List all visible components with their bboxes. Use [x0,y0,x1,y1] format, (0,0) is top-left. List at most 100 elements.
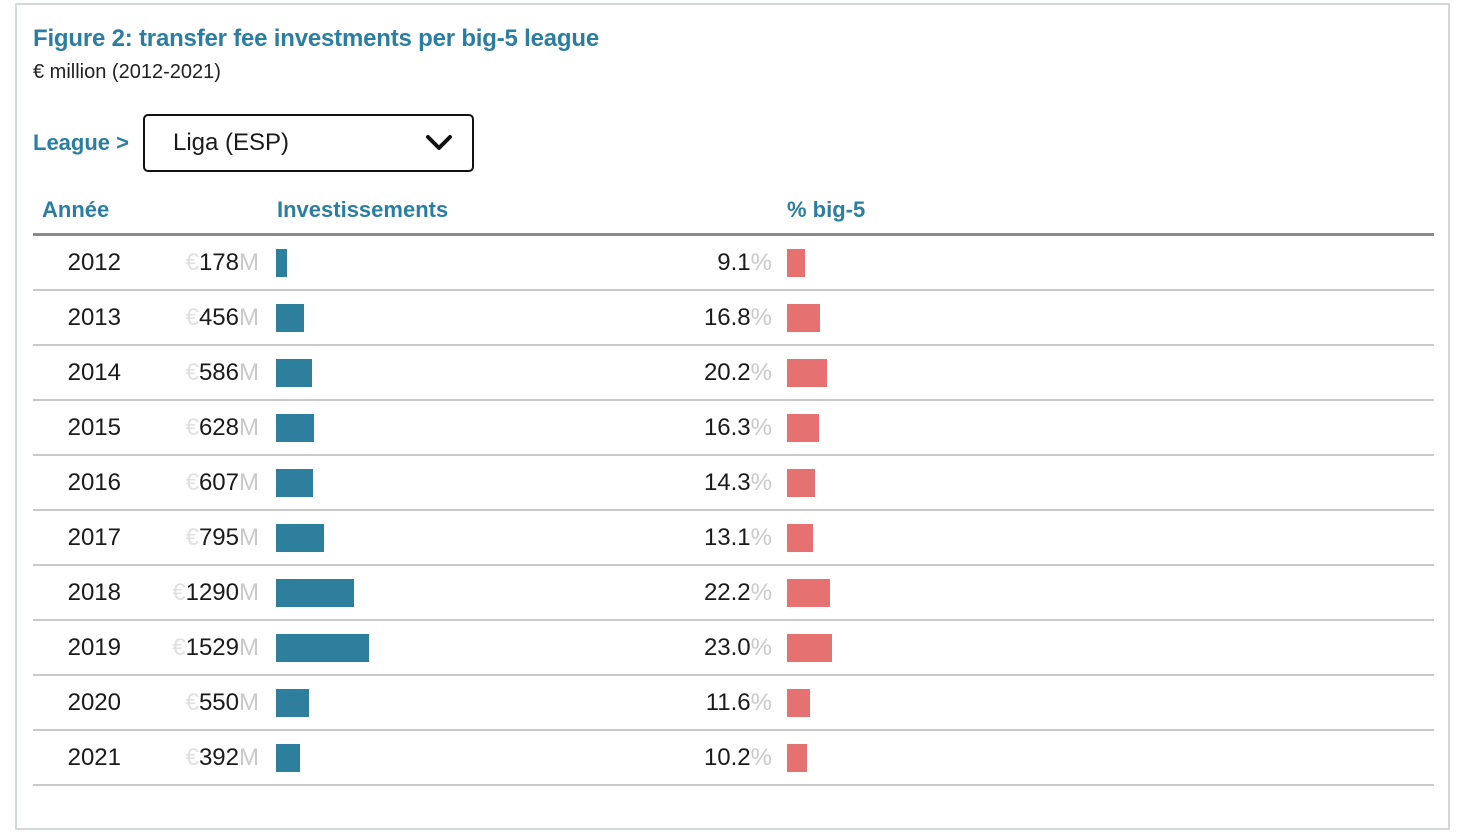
year-cell: 2013 [67,303,121,331]
investment-value: €550M [121,689,259,717]
investment-bar [276,303,304,332]
pct-bar-zone [772,358,1434,387]
data-table: Année Investissements % big-5 2012 €178M… [33,194,1434,786]
investment-bar [276,468,313,497]
table-body: 2012 €178M 9.1% 2013 €456M 16.8% 2014 €5… [33,236,1434,786]
pct-value: 10.2% [676,744,772,772]
table-row: 2018 €1290M 22.2% [33,566,1434,621]
pct-bar-zone [772,303,1434,332]
pct-number: 22.2 [703,578,751,606]
pct-suffix: % [750,743,772,771]
currency-prefix: € [172,578,186,606]
investment-bar [276,523,324,552]
investment-bar [276,413,314,442]
pct-bar [787,743,807,772]
pct-suffix: % [750,303,772,331]
pct-value: 22.2% [676,579,772,607]
pct-value: 23.0% [676,634,772,662]
league-label: League > [33,130,129,155]
investment-bar [276,358,312,387]
year-cell: 2012 [67,248,121,276]
chevron-down-icon [425,135,452,150]
investment-number: 178 [198,248,239,276]
league-select[interactable]: Liga (ESP) [142,114,474,172]
currency-prefix: € [185,743,199,771]
pct-value: 16.8% [676,304,772,332]
pct-bar-zone [772,523,1434,552]
pct-bar-zone [772,578,1434,607]
investment-number: 1290 [185,578,239,606]
million-suffix: M [239,523,259,551]
investment-bar-zone [259,358,676,387]
pct-bar-zone [772,633,1434,662]
table-row: 2020 €550M 11.6% [33,676,1434,731]
pct-number: 23.0 [703,633,751,661]
year-cell: 2021 [67,743,121,771]
million-suffix: M [239,303,259,331]
investment-bar-zone [259,633,676,662]
year-cell: 2018 [67,578,121,606]
year-cell: 2015 [67,413,121,441]
pct-suffix: % [750,468,772,496]
table-row: 2016 €607M 14.3% [33,456,1434,511]
pct-bar [787,688,810,717]
column-header-pct-big5: % big-5 [787,197,866,222]
currency-prefix: € [185,523,199,551]
investment-bar-zone [259,688,676,717]
figure-subtitle: € million (2012-2021) [33,61,221,83]
pct-number: 13.1 [703,523,751,551]
investment-value: €795M [121,524,259,552]
investment-bar-zone [259,743,676,772]
pct-bar [787,303,820,332]
currency-prefix: € [185,413,199,441]
pct-value: 20.2% [676,359,772,387]
pct-bar [787,633,832,662]
investment-bar-zone [259,468,676,497]
pct-bar [787,413,819,442]
pct-suffix: % [750,578,772,606]
investment-bar [276,578,354,607]
table-row: 2021 €392M 10.2% [33,731,1434,786]
pct-number: 14.3 [703,468,751,496]
table-header: Année Investissements % big-5 [33,194,1434,236]
pct-bar-zone [772,413,1434,442]
pct-bar [787,358,827,387]
million-suffix: M [239,248,259,276]
investment-bar-zone [259,248,676,277]
investment-number: 628 [198,413,239,441]
currency-prefix: € [185,248,199,276]
investment-value: €392M [121,744,259,772]
pct-suffix: % [750,248,772,276]
investment-value: €586M [121,359,259,387]
million-suffix: M [239,578,259,606]
million-suffix: M [239,468,259,496]
column-header-investments: Investissements [277,197,449,222]
pct-number: 20.2 [703,358,751,386]
pct-value: 11.6% [676,689,772,717]
currency-prefix: € [185,688,199,716]
pct-bar [787,468,815,497]
pct-suffix: % [750,633,772,661]
pct-bar-zone [772,468,1434,497]
pct-bar-zone [772,743,1434,772]
pct-suffix: % [750,413,772,441]
investment-bar [276,248,287,277]
million-suffix: M [239,743,259,771]
investment-value: €178M [121,249,259,277]
pct-value: 9.1% [676,249,772,277]
currency-prefix: € [185,468,199,496]
investment-number: 392 [198,743,239,771]
year-cell: 2016 [67,468,121,496]
investment-bar [276,743,300,772]
investment-number: 456 [198,303,239,331]
year-cell: 2019 [67,633,121,661]
table-row: 2017 €795M 13.1% [33,511,1434,566]
league-select-value: Liga (ESP) [172,129,290,156]
investment-number: 1529 [185,633,239,661]
investment-value: €1529M [121,634,259,662]
investment-number: 586 [198,358,239,386]
investment-value: €456M [121,304,259,332]
league-selector-row: League > Liga (ESP) [33,114,1448,172]
investment-value: €1290M [121,579,259,607]
investment-bar [276,633,369,662]
